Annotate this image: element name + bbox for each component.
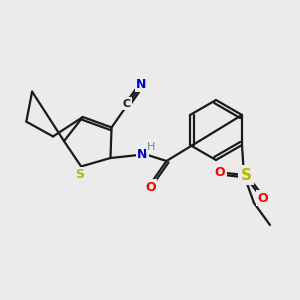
- Text: O: O: [215, 166, 225, 178]
- Text: O: O: [145, 181, 156, 194]
- Text: N: N: [137, 148, 148, 160]
- Text: H: H: [147, 142, 156, 152]
- Text: S: S: [76, 168, 85, 181]
- Text: S: S: [241, 167, 251, 182]
- Text: C: C: [123, 98, 131, 109]
- Text: O: O: [258, 191, 268, 205]
- Text: N: N: [136, 78, 146, 91]
